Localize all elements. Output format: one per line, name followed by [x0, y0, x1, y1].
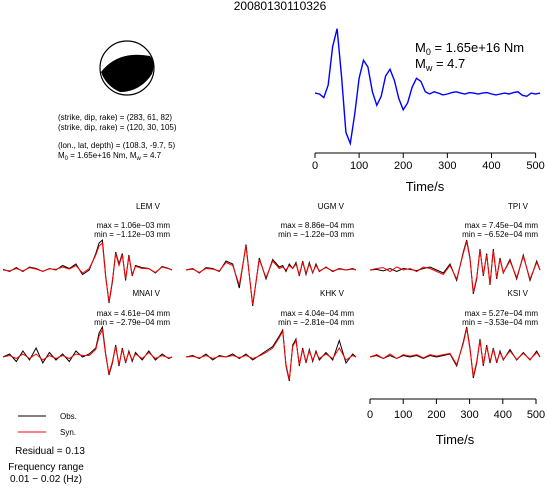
stf-tick-label: 400: [482, 160, 500, 172]
synthetic-waveform: [369, 241, 541, 293]
frequency-range-label: Frequency range: [8, 462, 84, 473]
beach-ball: [99, 40, 155, 96]
min-amplitude: min = −3.53e−04 mm: [462, 318, 538, 327]
max-amplitude: max = 4.61e−04 mm: [97, 309, 171, 318]
wave-axis-tick-label: 300: [460, 409, 478, 421]
max-amplitude: max = 8.86e−04 mm: [281, 221, 355, 230]
station-label: KSI V: [508, 289, 529, 298]
observed-waveform: [369, 239, 541, 295]
synthetic-waveform: [2, 241, 173, 302]
station-label: LEM V: [136, 202, 161, 211]
observed-waveform: [185, 328, 357, 382]
synthetic-waveform: [185, 245, 357, 305]
legend: Obs. Syn.: [18, 412, 77, 437]
wave-axis-tick-label: 0: [367, 409, 373, 421]
wave-axis-tick-label: 400: [494, 409, 512, 421]
figure-title: 20080130110326: [234, 0, 327, 13]
min-amplitude: min = −1.12e−03 mm: [94, 230, 170, 239]
max-amplitude: max = 4.04e−04 mm: [281, 309, 355, 318]
nodal-plane-2: (strike, dip, rake) = (120, 30, 105): [58, 123, 177, 132]
moment-tensor-info: (strike, dip, rake) = (283, 61, 82) (str…: [58, 113, 177, 162]
legend-syn-label: Syn.: [60, 428, 76, 437]
min-amplitude: min = −6.52e−04 mm: [462, 230, 538, 239]
moment-magnitude: M0 = 1.65e+16 Nm, Mw = 4.7: [58, 151, 162, 162]
stf-tick-label: 0: [312, 160, 318, 172]
stf-tick-label: 100: [350, 160, 368, 172]
observed-waveform: [369, 326, 541, 379]
stf-panel: 0 100 200 300 400 500 M0 = 1.65e+16 Nm Mw = 4…: [312, 28, 545, 194]
stf-xlabel: Time/s: [406, 179, 445, 194]
synthetic-waveform: [185, 329, 357, 380]
synthetic-waveform: [369, 328, 541, 377]
legend-obs-label: Obs.: [60, 412, 77, 421]
min-amplitude: min = −2.81e−04 mm: [278, 318, 354, 327]
stf-tick-label: 300: [438, 160, 456, 172]
min-amplitude: min = −1.22e−03 mm: [278, 230, 354, 239]
max-amplitude: max = 1.06e−03 mm: [97, 221, 171, 230]
frequency-range-value: 0.01 − 0.02 (Hz): [10, 474, 82, 485]
residual-text: Residual = 0.13: [15, 446, 85, 457]
wave-xlabel: Time/s: [436, 432, 475, 447]
stf-line: [314, 28, 541, 147]
waveform-time-axis: 0 100 200 300 400 500 Time/s: [367, 398, 545, 447]
nodal-plane-1: (strike, dip, rake) = (283, 61, 82): [58, 113, 172, 122]
station-label: KHK V: [320, 289, 345, 298]
station-label: TPI V: [508, 202, 529, 211]
observed-waveform: [2, 325, 173, 376]
max-amplitude: max = 5.27e−04 mm: [465, 309, 539, 318]
station-label: UGM V: [318, 202, 345, 211]
stf-tick-label: 500: [526, 160, 544, 172]
wave-axis-tick-label: 200: [427, 409, 445, 421]
station-label: MNAI V: [132, 289, 160, 298]
stf-tick-label: 200: [394, 160, 412, 172]
wave-axis-tick-label: 500: [527, 409, 545, 421]
synthetic-waveform: [2, 328, 173, 374]
stf-mw-label: Mw = 4.7: [415, 56, 465, 73]
location-depth: (lon., lat, depth) = (108.3, -9.7, 5): [58, 141, 176, 150]
wave-axis-tick-label: 100: [394, 409, 412, 421]
stf-m0-label: M0 = 1.65e+16 Nm: [415, 40, 524, 57]
min-amplitude: min = −2.79e−04 mm: [94, 318, 170, 327]
max-amplitude: max = 7.45e−04 mm: [465, 221, 539, 230]
